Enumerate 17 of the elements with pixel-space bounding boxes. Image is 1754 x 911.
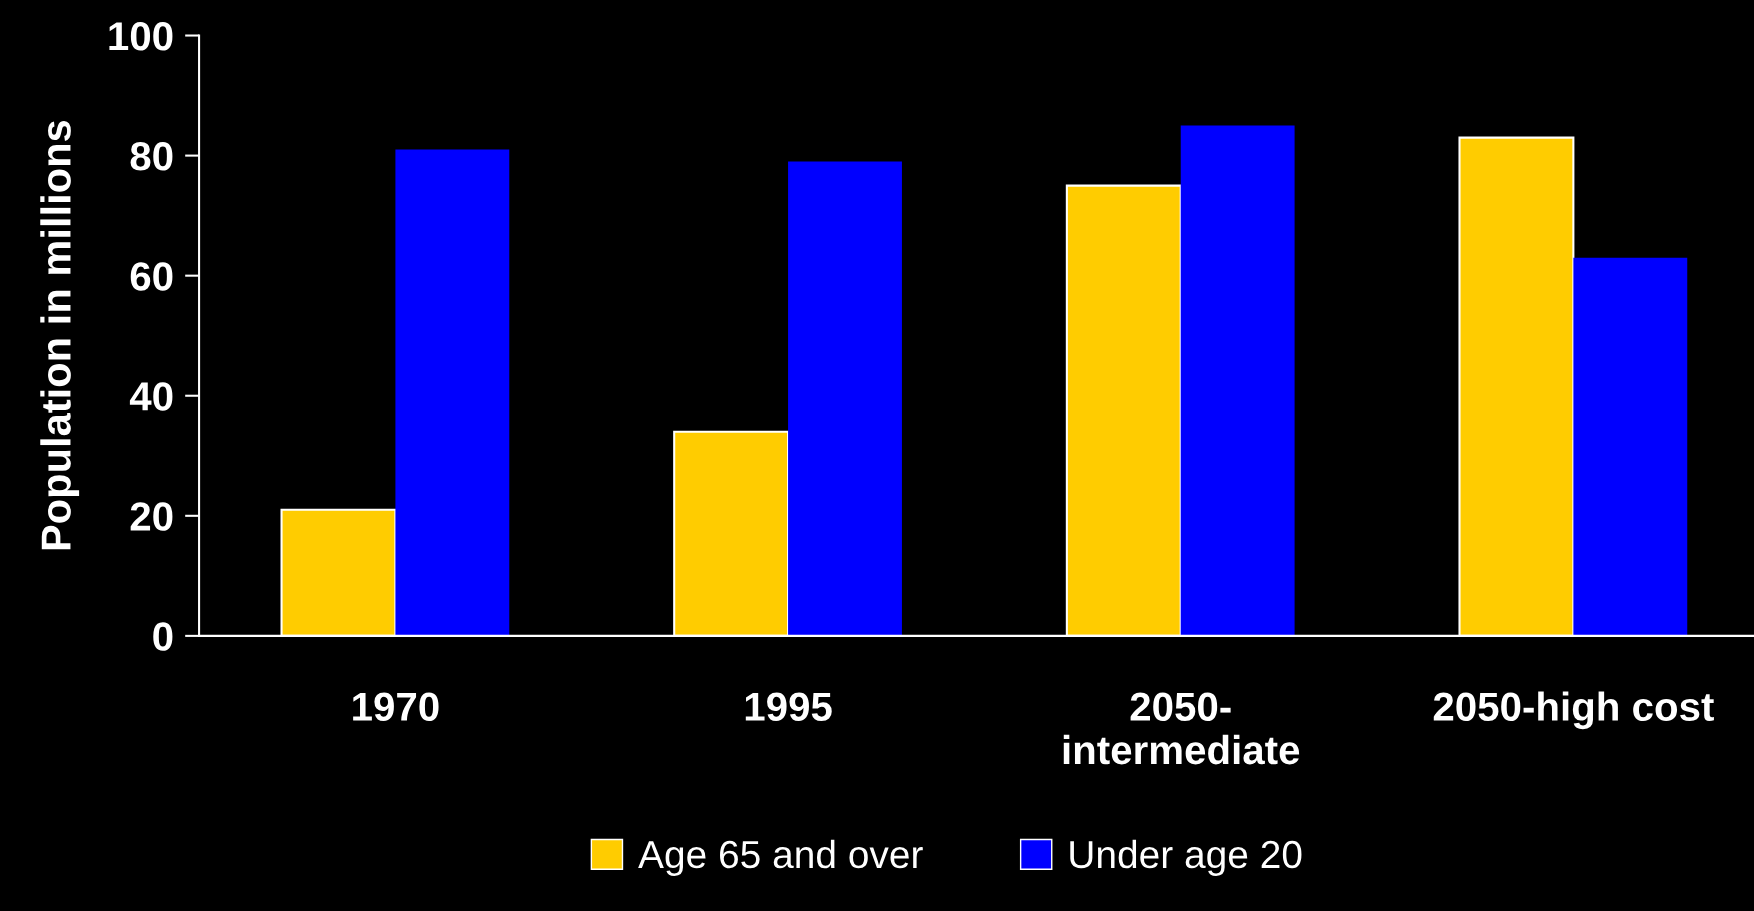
bar [395, 149, 510, 636]
x-tick-label: 1995 [745, 692, 832, 722]
y-tick-label: 80 [130, 142, 173, 171]
bar [788, 161, 902, 636]
y-axis-title: Population in millions [40, 120, 80, 550]
legend-label: Age 65 and over [638, 839, 923, 876]
y-tick-label: 20 [130, 502, 173, 531]
legend-label: Under age 20 [1070, 839, 1302, 876]
x-tick-label: 2050- intermediate [1063, 692, 1300, 765]
x-tick-label: 1970 [353, 692, 439, 722]
y-tick-label: 60 [130, 262, 173, 291]
bar [1573, 257, 1688, 636]
y-tick-label: 40 [129, 382, 173, 411]
bar [1180, 125, 1295, 636]
y-tick-label: 0 [153, 622, 173, 651]
y-tick-label: 100 [109, 22, 173, 51]
x-tick-label: 2050-high cost [1433, 691, 1714, 730]
